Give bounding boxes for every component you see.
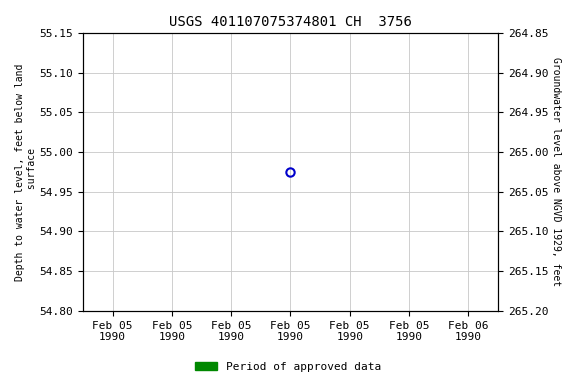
Title: USGS 401107075374801 CH  3756: USGS 401107075374801 CH 3756 [169,15,412,29]
Y-axis label: Groundwater level above NGVD 1929, feet: Groundwater level above NGVD 1929, feet [551,57,561,286]
Legend: Period of approved data: Period of approved data [191,358,385,377]
Y-axis label: Depth to water level, feet below land
 surface: Depth to water level, feet below land su… [15,63,37,281]
